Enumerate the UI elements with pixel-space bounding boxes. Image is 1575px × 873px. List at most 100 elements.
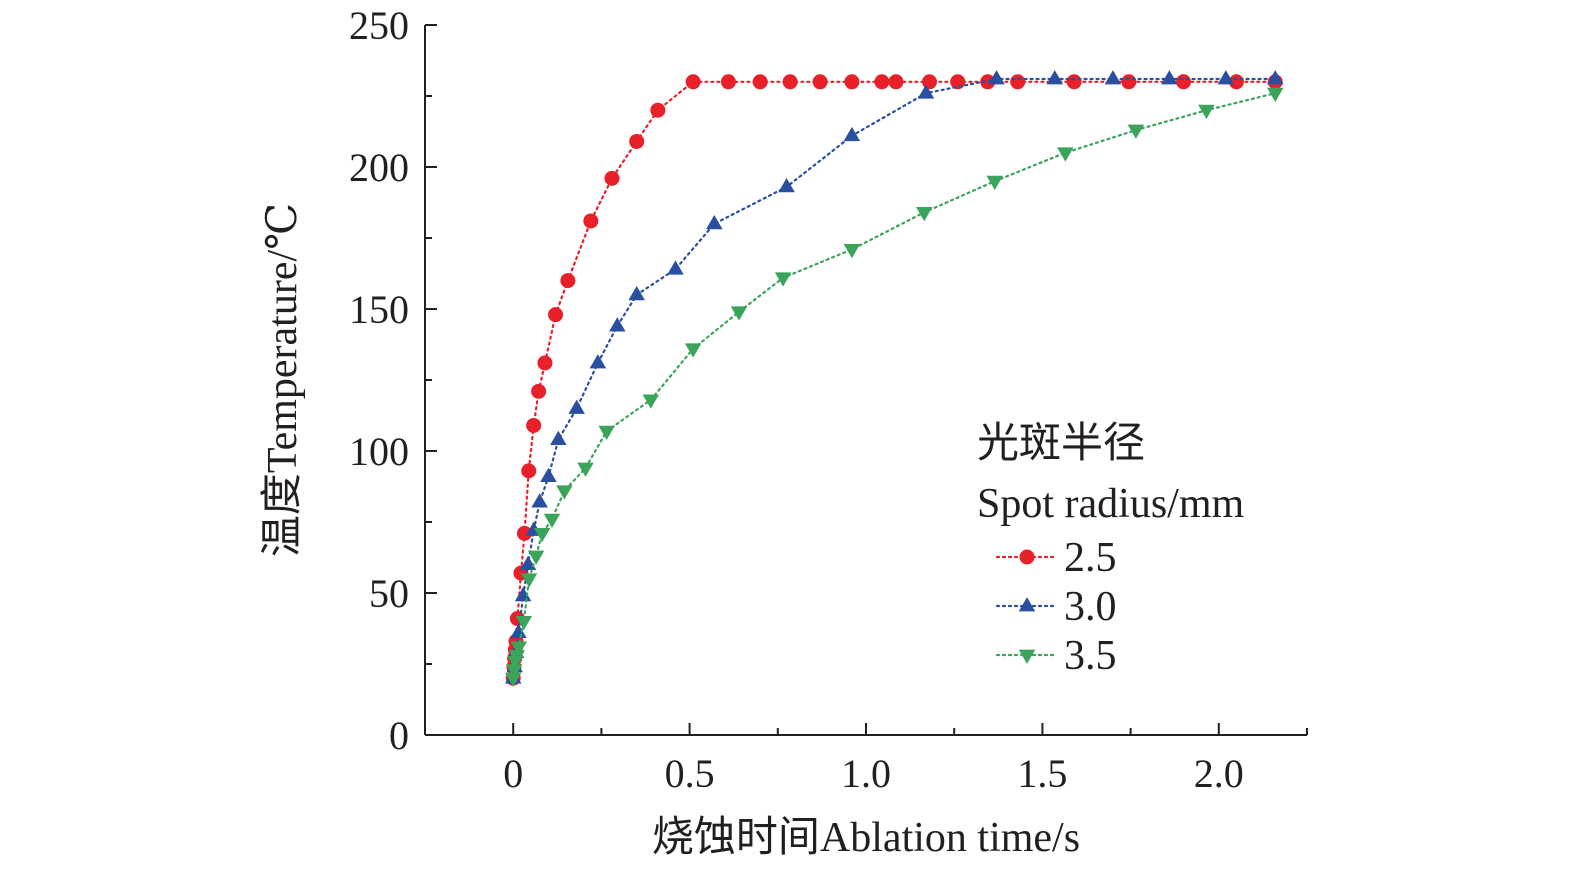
data-point [774,272,792,287]
data-point [1176,74,1192,90]
legend-marker [1018,597,1036,612]
data-point [1046,70,1063,85]
data-point [598,425,615,440]
y-axis-label: 温度Temperature/℃ [260,203,306,557]
y-tick-label: 150 [349,287,409,332]
series-3.0 [504,70,1284,684]
series-line [512,77,1277,680]
data-point [782,74,798,90]
data-point [874,74,890,90]
legend: 光斑半径 Spot radius/mm 2.53.03.5 [977,421,1245,679]
data-point [543,513,561,528]
data-point [1161,70,1178,85]
legend-label: 3.0 [1064,584,1117,630]
data-point [510,623,527,639]
series-2.5 [505,74,1283,686]
x-tick-label: 2.0 [1194,751,1244,796]
data-point [521,463,537,479]
x-tick-label: 1.5 [1017,751,1067,796]
legend-marker [1018,649,1036,664]
data-point [540,467,557,482]
data-point [843,126,861,142]
data-point [684,343,702,358]
legend-label: 3.5 [1064,633,1117,679]
x-tick-label: 0.5 [665,751,715,796]
data-point [915,207,933,222]
data-point [516,525,532,541]
data-point [515,615,533,631]
data-point [537,355,553,371]
data-point [720,74,736,90]
data-point [609,317,626,332]
data-point [1266,87,1284,102]
data-point [514,587,532,602]
data-point [548,307,564,323]
data-point [642,394,660,409]
data-point [1217,70,1235,85]
data-point [650,102,666,118]
series-3.5 [504,87,1284,688]
data-point [706,214,723,230]
data-point [888,74,904,90]
data-point [843,243,861,259]
data-point [1121,74,1137,90]
data-point [526,417,542,433]
data-point [980,74,996,90]
data-point [583,213,599,229]
data-point [604,170,620,186]
series-line [512,92,1277,680]
data-point [752,74,768,90]
y-tick-label: 0 [389,713,409,758]
legend-entries: 2.53.03.5 [995,535,1117,679]
data-point [550,430,567,446]
data-point [629,133,645,149]
data-point [506,664,523,679]
data-point [812,74,828,90]
data-point [1266,70,1284,85]
x-tick-label: 0 [503,751,523,796]
data-point [922,74,938,90]
data-point [531,383,547,399]
y-tick-label: 200 [349,145,409,190]
data-point [589,354,607,369]
data-point [520,573,538,588]
data-point [577,462,594,477]
data-point [778,178,795,193]
ticks-layer: 0 50 100 150 200 250 0 0.5 1.0 1.5 2.0 [349,3,1308,796]
data-point [531,493,548,508]
data-point [510,641,528,656]
series-line [512,80,1277,680]
plot-frame [424,25,1307,736]
data-point [1104,70,1122,85]
data-point [1010,74,1026,90]
data-point [1127,124,1145,139]
data-point [730,306,748,321]
data-point [685,74,701,90]
legend-marker [1019,549,1035,565]
data-point [917,84,935,99]
legend-entry-3.5: 3.5 [995,633,1117,679]
data-point [1057,147,1074,162]
data-point [844,74,860,90]
data-point [556,485,573,500]
legend-entry-2.5: 2.5 [995,535,1117,581]
data-point [533,527,551,543]
data-point [988,70,1005,85]
y-tick-label: 250 [349,3,409,48]
data-point [628,285,645,301]
data-point [508,650,525,665]
legend-entry-3.0: 3.0 [995,584,1117,630]
data-point [568,399,585,414]
legend-title-line-1: 光斑半径 [977,421,1145,467]
data-point [986,175,1004,191]
legend-title-line-2: Spot radius/mm [977,481,1245,527]
data-point [504,672,522,688]
x-axis-label: 烧蚀时间Ablation time/s [652,815,1080,861]
data-point [1198,104,1215,120]
series-layer [504,70,1284,688]
data-point [1066,74,1082,90]
y-tick-label: 100 [349,429,409,474]
data-point [560,273,576,289]
x-tick-label: 1.0 [841,751,891,796]
